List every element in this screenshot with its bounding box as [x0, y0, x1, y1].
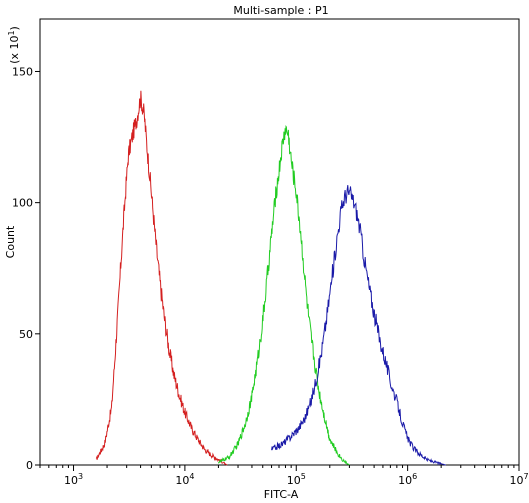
y-tick-label: 100 [12, 197, 33, 210]
y-tick-label: 150 [12, 65, 33, 78]
x-tick-label: 107 [509, 472, 528, 487]
series-line-1 [95, 90, 228, 466]
x-axis-label: FITC-A [264, 488, 299, 501]
y-axis-label: Count [4, 225, 17, 258]
series-line-2 [217, 124, 350, 466]
y-multiplier-label: (x 101) [7, 26, 21, 64]
x-tick-label: 106 [398, 472, 417, 487]
x-axis-ticks: 103 104 105 106 107 [39, 465, 529, 487]
chart-title: Multi-sample : P1 [233, 4, 328, 17]
x-tick-label: 103 [64, 472, 83, 487]
plot-frame [39, 18, 520, 466]
y-tick-label: 0 [26, 459, 33, 472]
series-line-3 [271, 185, 446, 466]
x-tick-label: 104 [175, 472, 194, 487]
y-tick-label: 50 [19, 328, 33, 341]
x-tick-label: 105 [287, 472, 306, 487]
y-axis-ticks: 0 50 100 150 [12, 65, 40, 472]
histogram-series [95, 90, 446, 466]
svg-text:(x 101): (x 101) [7, 26, 21, 64]
